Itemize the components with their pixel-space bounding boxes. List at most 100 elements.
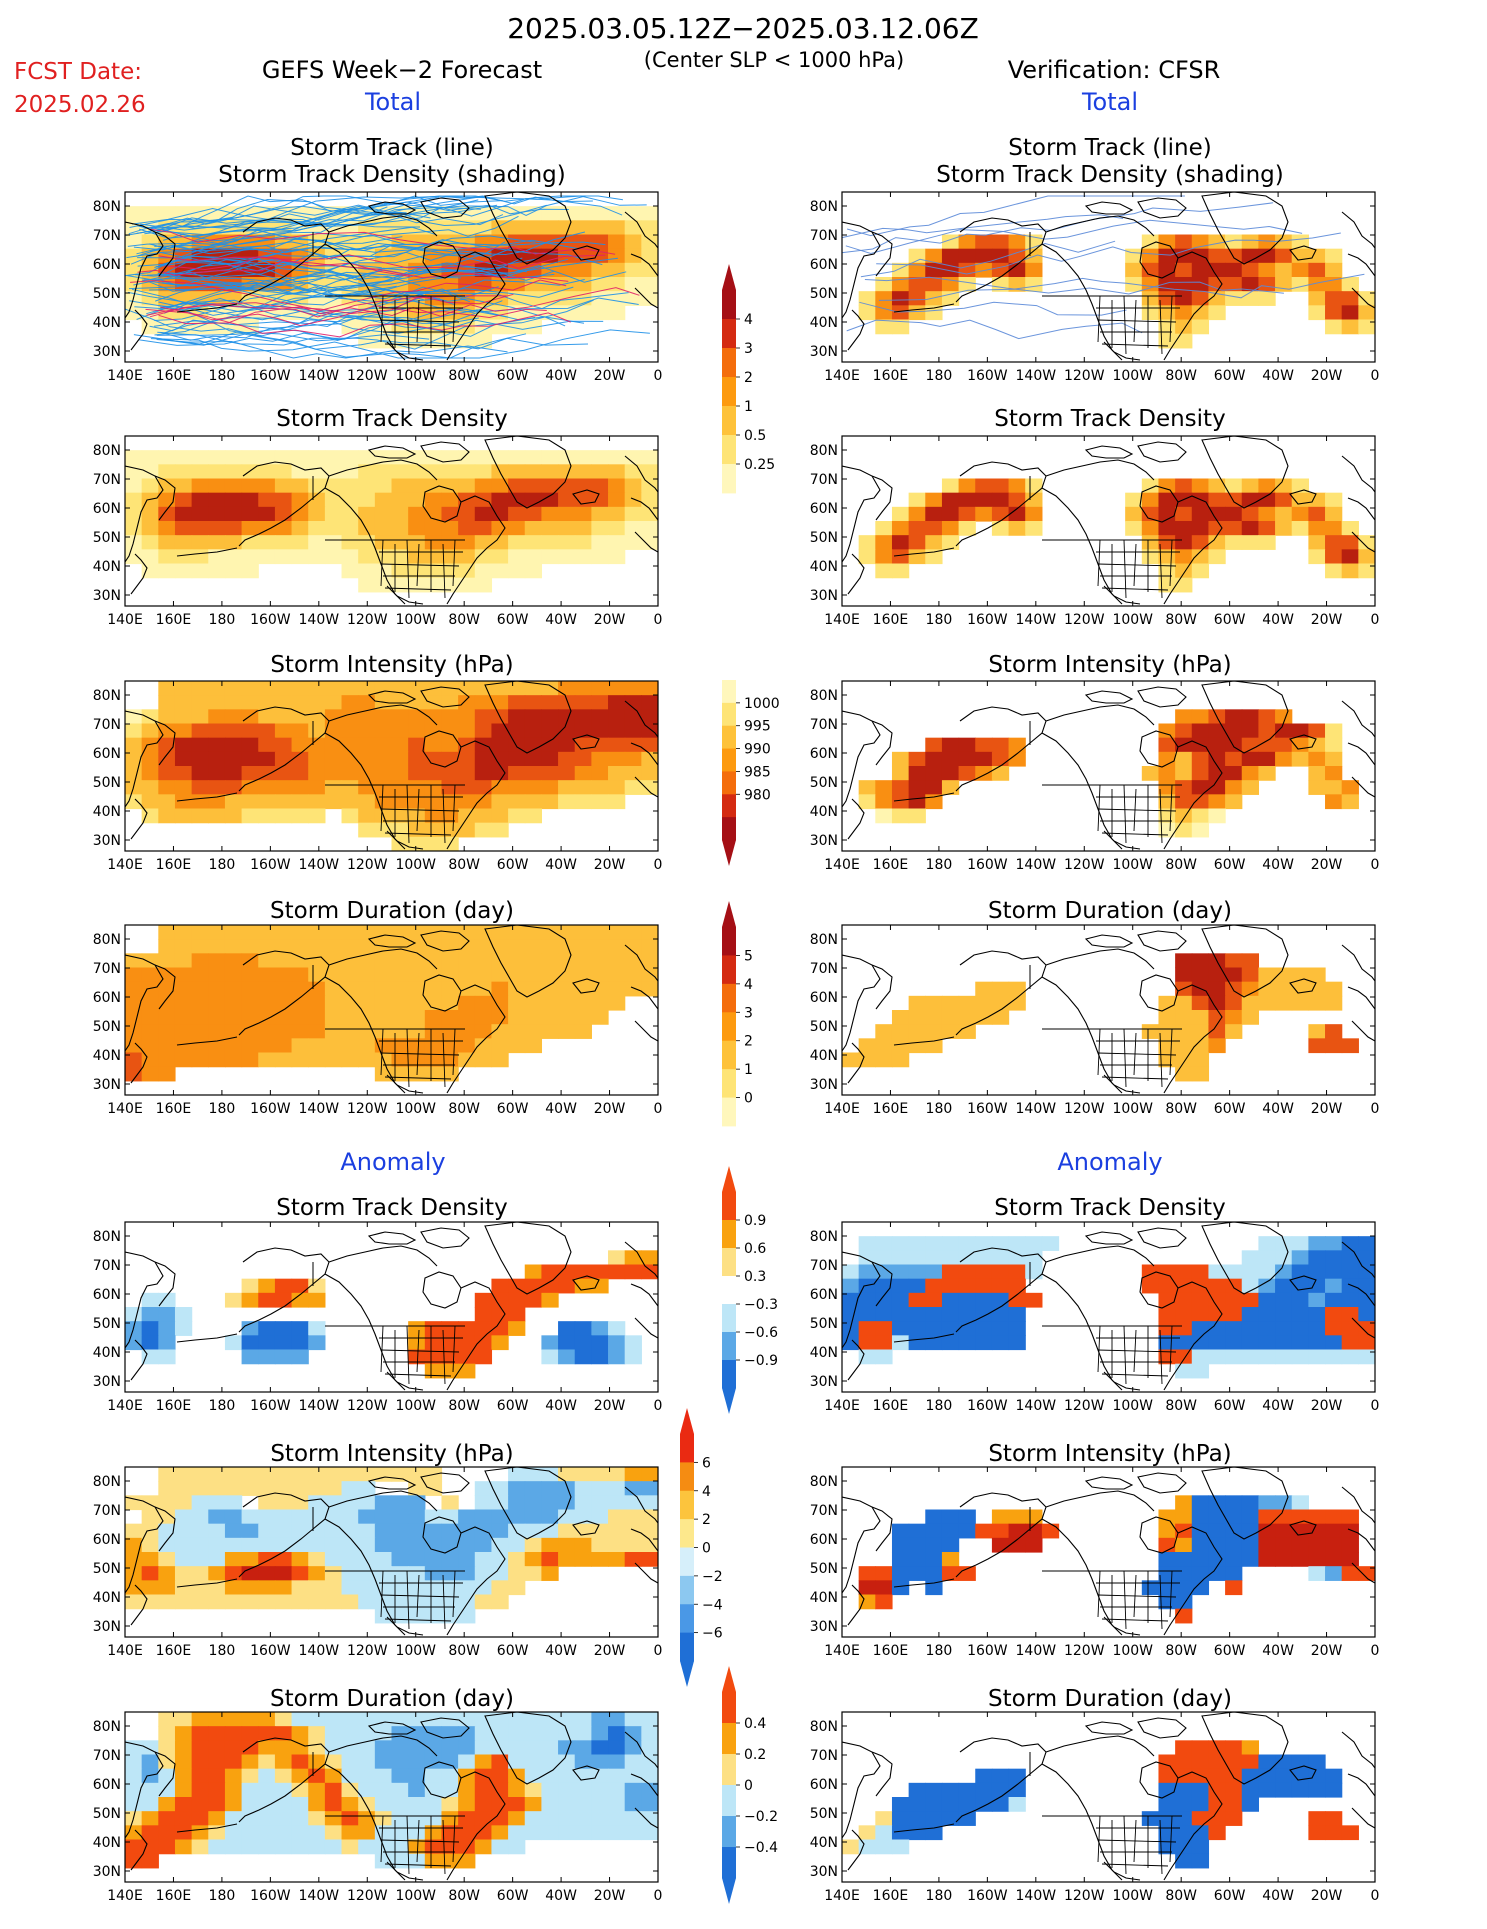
coastline [446,740,506,850]
grid-cell [308,780,326,795]
grid-cell [1325,319,1343,335]
grid-cell [258,1335,276,1351]
coastline [1351,1317,1375,1339]
grid-cell [508,1038,526,1054]
grid-cell [1208,794,1226,810]
grid-cell [1308,1236,1326,1251]
colorbar-label: −0.2 [744,1809,778,1825]
grid-cell [1191,277,1210,292]
lon-label: 0 [654,368,663,384]
grid-cell [908,794,926,810]
lat-label: 30N [93,1077,121,1093]
grid-cell [1325,1537,1343,1553]
grid-cell [1141,262,1160,278]
grid-cell [491,1594,509,1610]
grid-cell [1241,535,1260,550]
grid-cell [291,981,309,997]
grid-cell [274,1754,293,1770]
grid-cell [1158,766,1176,781]
coastline [1341,1731,1375,1769]
grid-cell [224,1754,243,1770]
grid-cell [391,220,409,236]
lat-label: 30N [810,588,838,604]
grid-cell [1225,1321,1243,1336]
grid-cell [291,780,309,795]
grid-cell [258,1467,276,1482]
grid-cell [441,1321,459,1336]
grid-cell [224,1509,243,1525]
grid-cell [324,549,343,565]
grid-cell [1341,1552,1359,1567]
grid-cell [991,1278,1010,1294]
grid-cell [524,492,543,508]
grid-cell [191,1754,209,1770]
grid-cell [441,1523,459,1539]
coastline [624,1486,658,1524]
grid-cell [191,1467,209,1482]
lon-label: 80W [1165,612,1197,628]
grid-cell [125,1552,143,1567]
coastline [1041,487,1123,605]
coastline [1084,1476,1134,1490]
grid-cell [1241,1264,1260,1280]
grid-cell [558,1740,576,1756]
grid-cell [591,751,609,767]
colorbar-swatch [722,1040,736,1070]
grid-cell [458,1740,476,1756]
grid-cell [241,1825,259,1841]
grid-cell [241,1839,259,1855]
grid-cell [474,1566,493,1581]
grid-cell [224,995,243,1011]
grid-cell [1225,953,1243,969]
grid-cell [258,478,276,494]
grid-cell [842,1278,860,1294]
grid-cell [274,1712,293,1727]
lat-label: 50N [810,1316,838,1332]
grid-cell [474,478,493,494]
grid-cell [574,1782,592,1798]
grid-cell [358,1782,376,1798]
grid-cell [1225,291,1243,306]
grid-cell [125,478,143,494]
grid-cell [191,206,209,221]
colorbar-label: −2 [702,1569,723,1585]
grid-cell [408,967,426,983]
grid-cell [1258,1321,1276,1336]
grid-cell [1141,248,1160,264]
grid-cell [174,549,193,565]
grid-cell [274,1768,293,1784]
grid-cell [491,1481,509,1496]
grid-cell [1041,1523,1060,1539]
grid-cell [258,450,276,465]
lon-label: 120W [347,1643,388,1659]
grid-cell [441,506,459,522]
grid-cell [1125,492,1143,508]
grid-cell [474,206,493,221]
grid-cell [458,766,476,781]
grid-cell [925,1024,943,1039]
grid-cell [908,1278,926,1294]
grid-cell [358,925,376,940]
grid-cell [224,1052,243,1068]
grid-cell [941,506,960,522]
grid-cell [308,1495,326,1511]
lon-label: 60W [1214,612,1246,628]
grid-cell [958,277,976,292]
lon-label: 140E [107,368,143,384]
lon-label: 0 [654,1398,663,1414]
grid-cell [491,291,509,306]
grid-cell [274,1537,293,1553]
grid-cell [875,1307,893,1322]
lon-label: 40W [545,1643,577,1659]
grid-cell [891,1811,910,1826]
grid-cell [291,1052,309,1068]
grid-cell [424,1038,443,1054]
grid-cell [891,1024,910,1039]
grid-cell [858,291,876,306]
grid-cell [641,1495,658,1511]
grid-cell [508,780,526,795]
grid-cell [208,521,226,536]
grid-cell [1291,1509,1309,1525]
grid-cell [224,1552,243,1567]
grid-cell [1175,1509,1193,1525]
